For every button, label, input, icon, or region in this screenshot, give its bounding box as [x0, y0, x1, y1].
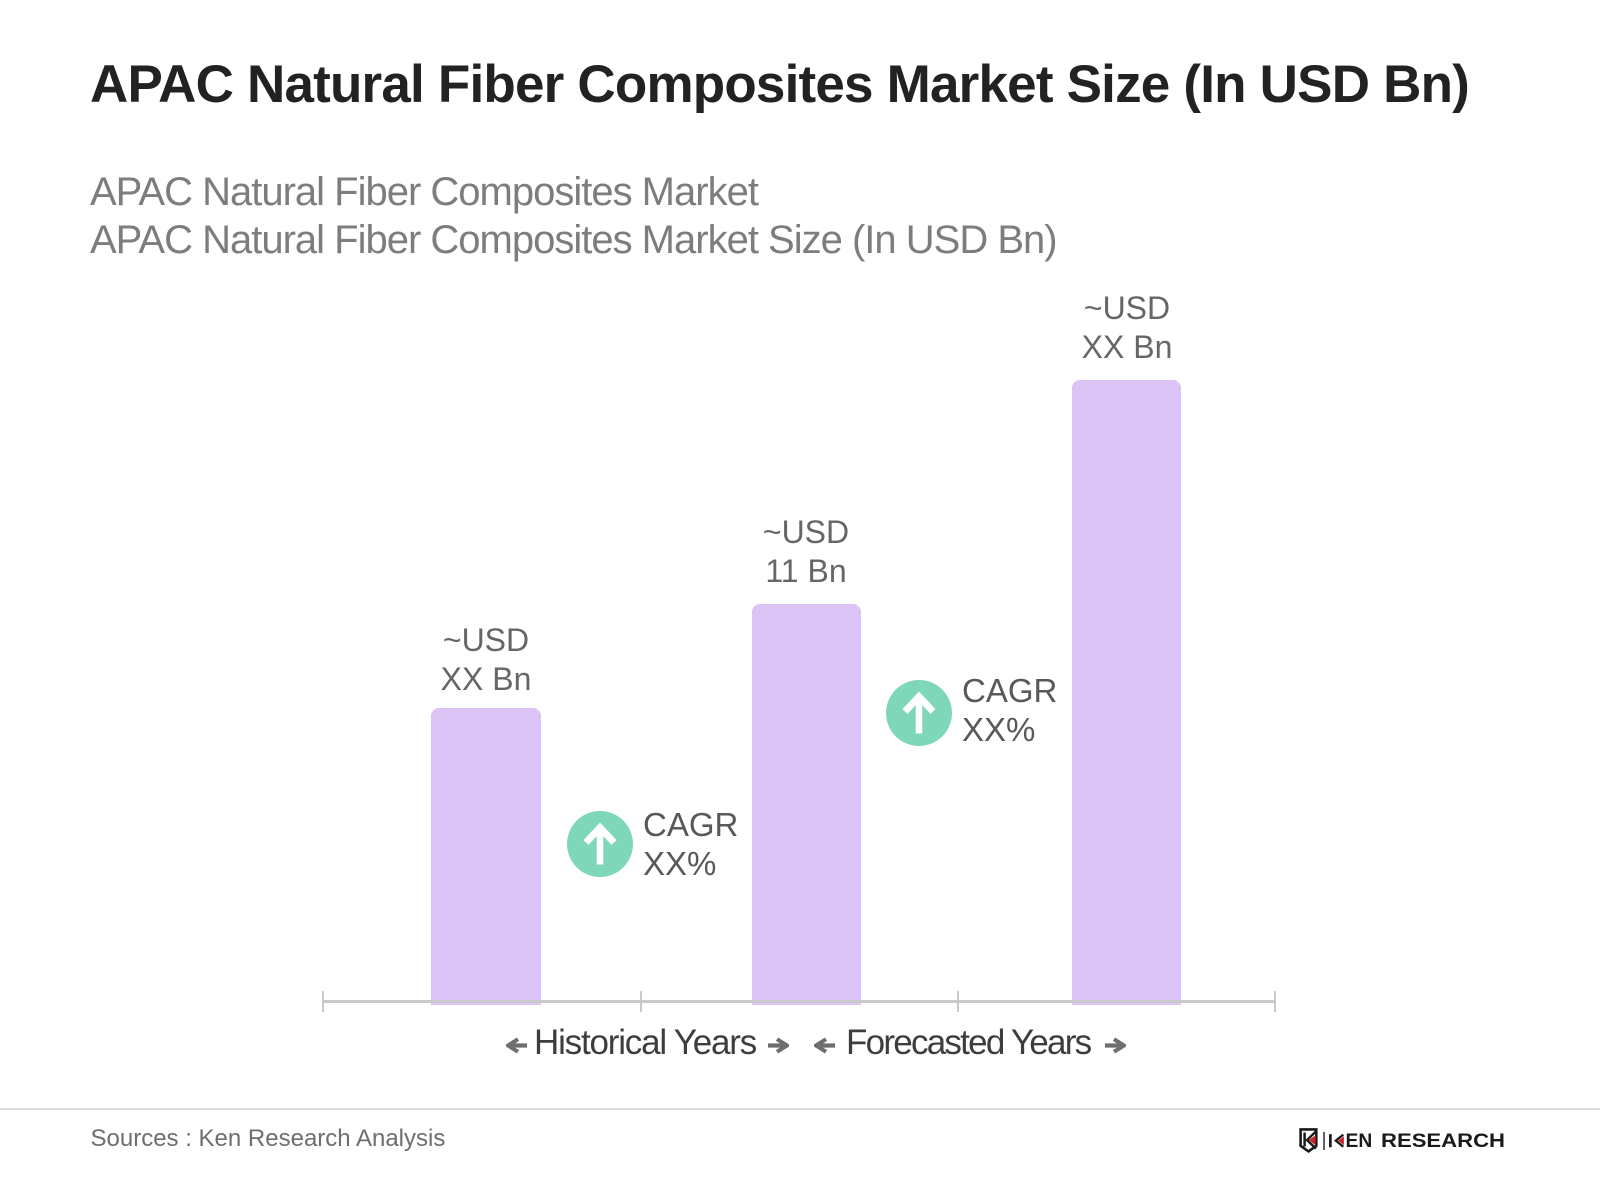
svg-text:EN: EN: [1346, 1131, 1373, 1152]
svg-text:RESEARCH: RESEARCH: [1381, 1131, 1505, 1152]
